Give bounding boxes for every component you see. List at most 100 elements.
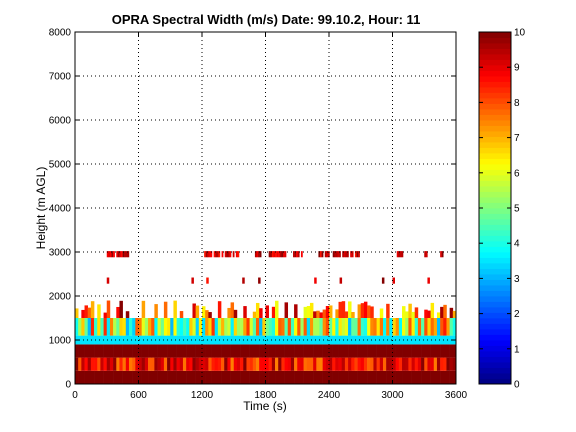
heat-cell <box>258 251 260 258</box>
heat-cell <box>443 335 447 345</box>
heat-cell <box>284 335 289 345</box>
heat-cell <box>338 301 342 318</box>
heat-cell <box>119 335 123 345</box>
heat-cell <box>236 335 241 345</box>
heat-cell <box>379 344 384 358</box>
heat-cell <box>275 300 279 318</box>
heat-cell <box>424 370 428 384</box>
colorbar-segment <box>479 76 511 82</box>
colorbar-tick-label: 0 <box>514 380 520 391</box>
heat-cell <box>424 251 427 258</box>
heat-cell <box>108 251 111 258</box>
heat-cell <box>97 370 101 384</box>
heat-cell <box>233 344 238 358</box>
heat-cell <box>290 318 295 336</box>
heat-cell <box>436 357 441 371</box>
heat-cell <box>151 344 155 358</box>
heat-cell <box>376 335 381 345</box>
heat-cell <box>402 344 406 358</box>
heat-cell <box>281 370 285 384</box>
colorbar-segment <box>479 131 511 137</box>
heat-cell <box>284 357 289 371</box>
heat-cell <box>214 318 219 336</box>
colorbar-segment <box>479 235 511 242</box>
heat-cell <box>436 318 441 336</box>
heat-cell <box>84 370 88 384</box>
heat-cell <box>373 357 377 371</box>
heat-cell <box>132 318 136 336</box>
colorbar-segment <box>479 367 511 374</box>
heat-cell <box>259 357 263 371</box>
heat-cell <box>262 357 266 371</box>
heat-cell <box>246 318 250 336</box>
heat-cell <box>217 357 222 371</box>
heat-cell <box>405 318 409 336</box>
heat-cell <box>309 344 314 358</box>
heat-cell <box>214 344 219 358</box>
heat-cell <box>376 318 381 336</box>
heat-cell <box>176 318 181 336</box>
heat-cell <box>398 357 403 371</box>
heat-cell <box>160 335 165 345</box>
heat-cell <box>211 370 215 384</box>
heat-cell <box>294 370 298 384</box>
heat-cell <box>224 357 228 371</box>
heat-cell <box>376 370 381 384</box>
heat-cell <box>318 251 321 258</box>
heat-cell <box>345 251 348 258</box>
heat-cell <box>316 318 320 336</box>
heat-cell <box>202 344 206 358</box>
heat-cell <box>252 344 257 358</box>
heat-cell <box>424 318 428 336</box>
heat-cell <box>106 357 111 371</box>
heat-cell <box>335 344 339 358</box>
heat-cell <box>125 251 128 258</box>
heat-cell <box>78 344 82 358</box>
heat-cell <box>275 335 279 345</box>
y-axis-ticks: 0 1000 2000 3000 4000 5000 6000 7000 8000 <box>49 28 456 391</box>
heat-cell <box>344 357 349 371</box>
heat-cell <box>81 318 85 336</box>
heat-cell <box>230 370 235 384</box>
heat-cell <box>179 318 184 336</box>
heat-cell <box>313 335 317 345</box>
heat-cell <box>325 370 330 384</box>
heat-cell <box>443 304 447 318</box>
heat-cell <box>97 304 101 318</box>
heat-cell <box>332 370 336 384</box>
heat-cell <box>440 251 442 258</box>
heat-cell <box>443 318 447 336</box>
heat-cell <box>376 344 381 358</box>
heat-cell <box>236 357 241 371</box>
heat-cell <box>113 251 115 258</box>
heat-cell <box>243 344 247 358</box>
heat-cell <box>205 335 209 345</box>
heat-cell <box>278 357 282 371</box>
heat-cell <box>398 251 401 258</box>
heat-cell <box>335 251 338 258</box>
colorbar-segment <box>479 158 511 165</box>
heat-cell <box>208 335 212 345</box>
colorbar-segment <box>479 180 511 187</box>
heat-cell <box>173 370 177 384</box>
colorbar-segment <box>479 268 511 275</box>
heat-cell <box>402 318 406 336</box>
heat-cell <box>189 357 193 371</box>
heat-cell <box>278 251 280 258</box>
x-tick-label: 0 <box>72 390 78 401</box>
heat-cell <box>192 344 196 358</box>
heat-cell <box>90 301 95 318</box>
heat-cell <box>132 335 136 345</box>
colorbar-segment <box>479 136 511 143</box>
heat-cell <box>424 309 428 318</box>
colorbar-segment <box>479 241 511 247</box>
heat-cell <box>332 251 335 258</box>
heat-cell <box>373 370 377 384</box>
heat-cell <box>265 305 269 318</box>
colorbar-segment <box>479 213 511 220</box>
heat-cell <box>259 318 263 336</box>
heat-cell <box>205 344 209 358</box>
heat-cell <box>195 335 200 345</box>
colorbar-ticks: 0 1 2 3 4 5 6 7 8 9 10 <box>479 28 526 391</box>
heat-cell <box>205 310 209 318</box>
